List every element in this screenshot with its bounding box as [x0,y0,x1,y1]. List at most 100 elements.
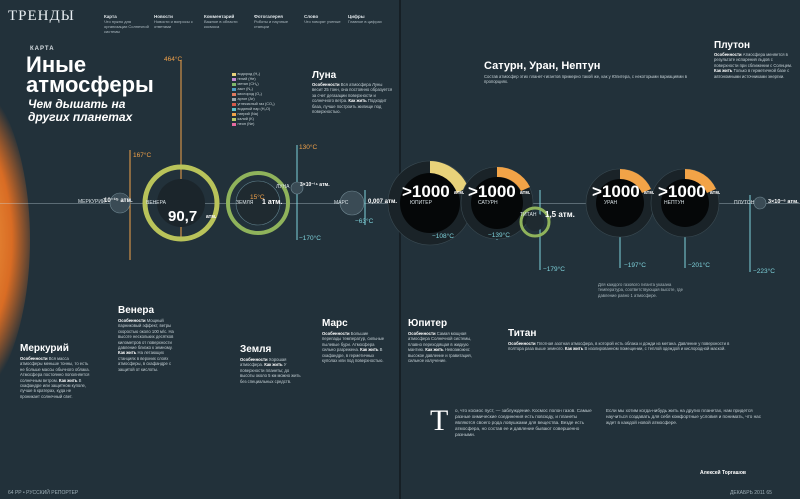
gas-swatch [232,122,236,127]
gas-legend-item: калий (K) [232,117,275,122]
mars-pressure: 0,007 атм. [368,199,398,205]
mars-disc [339,190,365,216]
venus-label: ВЕНЕРА [146,200,166,206]
titan-pressure: 1,5 атм. [545,210,575,219]
earth-temp: 15°C [250,194,265,201]
essay-dropcap: Т [430,404,449,437]
pluto-description: Особенности Атмосфера меняется в результ… [714,52,793,79]
moon-temp-low: −170°C [299,235,321,242]
neptune-disc [661,179,709,227]
mercury-description: Особенности Вся масса атмосферы меньше т… [20,356,90,399]
neptune-gas-arc [685,168,716,193]
pluto-disc [753,196,767,210]
saturn-gas-arc [497,166,530,191]
mercury-label: МЕРКУРИЙ [78,199,106,205]
gas-swatch [232,107,236,112]
jupiter-unit: атм. [454,190,465,196]
venus-unit: атм. [206,214,217,220]
gas-legend: водород (H₂) гелий (He) метан (CH₄) азот… [232,72,275,127]
uranus-unit: атм. [644,190,655,196]
gas-swatch [232,112,236,117]
header-column[interactable]: Комментарий Важное в области космоса [204,14,238,29]
section-title: ТРЕНДЫ [8,8,75,24]
mercury-disc [109,192,131,214]
mars-name: Марс [322,318,348,329]
article-title: Иные атмосферы [26,52,154,97]
saturn-pressure: >1000 [468,182,516,201]
gas-legend-item: водород (H₂) [232,72,275,77]
gas-swatch [232,82,236,87]
gas-legend-item: углекислый газ (CO₂) [232,102,275,107]
gas-swatch [232,72,236,77]
jupiter-temp-low: −108°C [432,233,454,240]
moon-disc [290,181,304,195]
moon-pressure: 3×10⁻¹⁵ атм. [300,182,330,188]
titan-ring [519,206,551,238]
venus-description: Особенности Мощный парниковый эффект, ве… [118,318,174,372]
titan-description: Особенности Плотная азотная атмосфера, в… [508,341,730,352]
jupiter-name: Юпитер [408,318,448,329]
moon-description: Особенности Вся атмосфера Луны весит 25 … [312,82,393,115]
saturn-unit: атм. [520,190,531,196]
moon-temp-high: 130°C [299,144,318,151]
earth-name: Земля [240,344,272,355]
earth-pressure: 1 атм. [262,199,283,206]
pluto-label: ПЛУТОН [734,200,755,206]
titan-disc [526,213,544,231]
header-column[interactable]: Новости Новости и вопросы с ответами [154,14,193,29]
uranus-temp-low: −197°C [624,262,646,269]
jupiter-description: Особенности Самая мощная атмосфера Солне… [408,331,472,364]
header-column[interactable]: Слово Что говорят ученые [304,14,341,24]
uranus-disc [596,179,644,227]
header-column[interactable]: Карта Что нужно для организации Солнечной… [104,14,149,34]
article-subtitle: Чем дышать на других планетах [28,97,133,124]
earth-disc [235,180,281,226]
gas-legend-item: водяной пар (H₂O) [232,107,275,112]
jupiter-label: ЮПИТЕР [410,200,432,206]
gas-legend-item: неон (Ne) [232,122,275,127]
header-column[interactable]: Цифры Главное в цифрах [348,14,382,24]
moon-name: Луна [312,70,337,81]
mercury-temp-high: 167°C [133,152,152,159]
titan-temp-low: −179°C [543,266,565,273]
essay-column-1: о, что космос пуст, — заблуждение. Космо… [455,408,592,437]
jupiter-disc [400,173,460,233]
page-gutter [399,0,401,499]
neptune-unit: атм. [710,190,721,196]
venus-ring [142,164,220,242]
pluto-temp-low: −223°C [753,268,775,275]
saturn-label: САТУРН [478,200,498,206]
essay-column-2: Если мы хотим когда-нибудь жить на други… [606,408,762,425]
gas-giants-note: Для каждого газового гиганта указана тем… [598,282,683,298]
saturn-temp-low: −139°C [488,232,510,239]
venus-name: Венера [118,305,155,316]
gas-legend-item: азот (N₂) [232,87,275,92]
essay-author: Алексей Торгашов [700,470,746,476]
article-kicker: КАРТА [30,46,55,52]
gas-legend-item: натрий (Na) [232,112,275,117]
uranus-pressure: >1000 [592,182,640,201]
mars-description: Особенности Большие перепады температур,… [322,331,385,364]
footer-right: ДЕКАБРЬ 2011 65 [730,490,772,496]
footer-left: 64 РР • РУССКИЙ РЕПОРТЕР [8,490,79,496]
header-column[interactable]: Фотогалерея Роботы и научные станции [254,14,289,29]
titan-label: ТИТАН [520,212,537,218]
saturn-disc [471,177,523,229]
gas-giants-description: Состав атмосфер этих планет-гигантов при… [484,74,687,85]
earth-description: Особенности Хорошая атмосфера. Как жить … [240,357,301,384]
earth-ring [226,171,290,235]
gas-swatch [232,102,236,107]
mercury-pressure: 10⁻¹⁵ атм. [104,198,133,204]
gas-legend-item: гелий (He) [232,77,275,82]
gas-swatch [232,97,236,102]
neptune-temp-low: −201°C [688,262,710,269]
titan-name: Титан [508,328,537,339]
gas-swatch [232,92,236,97]
neptune-label: НЕПТУН [664,200,685,206]
uranus-gas-arc [620,168,651,193]
gas-legend-item: метан (CH₄) [232,82,275,87]
uranus-label: УРАН [604,200,618,206]
gas-legend-item: кислород (O₂) [232,92,275,97]
